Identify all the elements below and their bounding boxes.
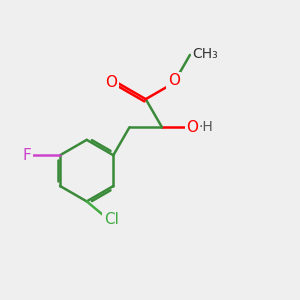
Text: O: O — [105, 75, 117, 90]
Text: F: F — [23, 148, 32, 163]
Text: ·H: ·H — [199, 120, 214, 134]
Text: Cl: Cl — [104, 212, 119, 227]
Text: CH₃: CH₃ — [192, 47, 218, 61]
Text: O: O — [186, 120, 198, 135]
Text: O: O — [168, 73, 180, 88]
